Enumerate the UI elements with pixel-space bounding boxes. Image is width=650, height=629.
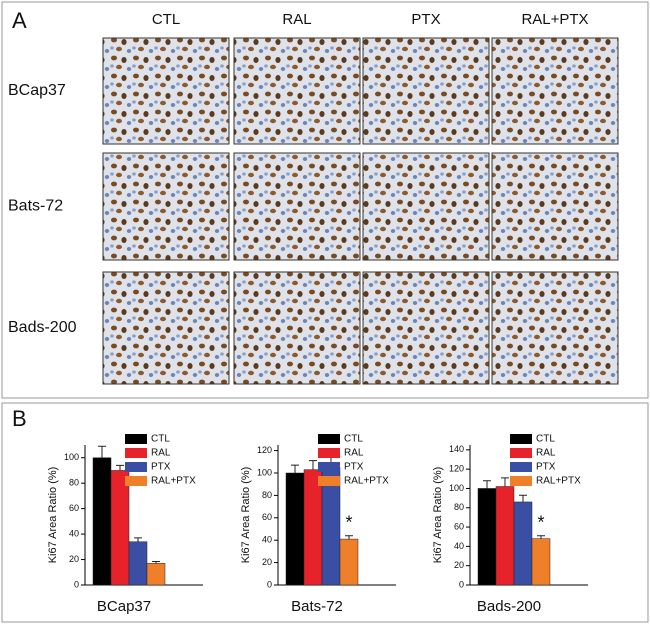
y-tick-label: 40 (262, 535, 272, 545)
error-bar (501, 477, 509, 487)
micrograph (491, 37, 619, 145)
column-header: PTX (411, 11, 440, 28)
y-tick-label: 80 (454, 502, 464, 512)
bar (128, 541, 148, 586)
bar (531, 538, 551, 586)
error-bar (537, 535, 545, 539)
y-tick-label: 0 (459, 579, 464, 589)
y-tick-label: 20 (454, 560, 464, 570)
legend-swatch (318, 476, 340, 486)
y-tick-label: 40 (69, 528, 79, 538)
micrograph (362, 152, 490, 261)
row-label: Bats-72 (8, 198, 63, 215)
y-axis-label: Ki67 Area Ratio (%) (432, 467, 444, 564)
micrograph (233, 271, 361, 385)
y-tick-label: 100 (64, 452, 79, 462)
legend-label: PTX (536, 462, 556, 473)
y-tick-label: 0 (267, 579, 272, 589)
y-tick-label: 20 (262, 557, 272, 567)
column-header: RAL (282, 11, 311, 28)
micrograph (362, 37, 490, 145)
y-tick-label: 100 (257, 467, 272, 477)
micrograph (233, 152, 361, 261)
annotation: * (537, 513, 544, 533)
y-tick-label: 60 (262, 512, 272, 522)
legend-swatch (125, 448, 147, 458)
y-tick-label: 60 (69, 503, 79, 513)
x-axis-label: Bads-200 (477, 598, 541, 615)
legend-label: PTX (344, 462, 364, 473)
y-tick-label: 140 (449, 444, 464, 454)
legend-label: CTL (536, 434, 555, 445)
bar (513, 501, 533, 586)
x-axis-label: BCap37 (97, 598, 151, 615)
error-bar (152, 560, 160, 564)
legend-label: RAL (536, 448, 556, 459)
panel-a-frame (1, 1, 649, 399)
panel-b-frame (1, 402, 649, 623)
bar (146, 563, 166, 586)
error-bar (519, 494, 527, 502)
micrograph (102, 152, 230, 261)
panel-label: B (12, 406, 27, 431)
bar (92, 457, 112, 586)
y-axis-label: Ki67 Area Ratio (%) (47, 467, 59, 564)
bar (495, 486, 515, 586)
error-bar (309, 460, 317, 470)
row-label: Bads-200 (8, 319, 77, 336)
bar (285, 472, 305, 586)
bar (110, 470, 130, 586)
micrograph (491, 152, 619, 261)
legend-swatch (510, 462, 532, 472)
legend-swatch (510, 448, 532, 458)
bar (303, 469, 323, 586)
bar (477, 488, 497, 586)
y-tick-label: 40 (454, 541, 464, 551)
micrograph (233, 37, 361, 145)
legend-swatch (318, 448, 340, 458)
y-tick-label: 0 (74, 579, 79, 589)
legend-swatch (125, 434, 147, 444)
micrograph (102, 271, 230, 385)
error-bar (98, 445, 106, 458)
legend-swatch (510, 476, 532, 486)
y-tick-label: 120 (257, 445, 272, 455)
row-label: BCap37 (8, 82, 66, 99)
legend-label: CTL (151, 434, 170, 445)
error-bar (291, 464, 299, 473)
legend-swatch (125, 476, 147, 486)
micrograph (491, 271, 619, 385)
legend-label: PTX (151, 462, 171, 473)
legend-label: RAL (151, 448, 171, 459)
y-tick-label: 60 (454, 521, 464, 531)
error-bar (134, 537, 142, 542)
y-tick-label: 100 (449, 483, 464, 493)
column-header: CTL (152, 11, 180, 28)
micrograph (362, 271, 490, 385)
y-tick-label: 80 (262, 490, 272, 500)
legend-label: RAL+PTX (151, 476, 196, 487)
legend-label: RAL+PTX (536, 476, 581, 487)
error-bar (483, 480, 491, 489)
column-header: RAL+PTX (521, 11, 588, 28)
legend-label: CTL (344, 434, 363, 445)
y-axis-label: Ki67 Area Ratio (%) (240, 467, 252, 564)
annotation: * (345, 512, 352, 532)
x-axis-label: Bats-72 (291, 598, 343, 615)
legend-swatch (318, 462, 340, 472)
y-tick-label: 120 (449, 464, 464, 474)
error-bar (345, 535, 353, 540)
y-tick-label: 80 (69, 478, 79, 488)
error-bar (116, 464, 124, 471)
y-tick-label: 20 (69, 554, 79, 564)
legend-swatch (125, 462, 147, 472)
legend-label: RAL+PTX (344, 476, 389, 487)
legend-swatch (510, 434, 532, 444)
bar (339, 538, 359, 586)
micrograph (102, 37, 230, 145)
legend-label: RAL (344, 448, 364, 459)
legend-swatch (318, 434, 340, 444)
panel-label: A (12, 8, 27, 33)
